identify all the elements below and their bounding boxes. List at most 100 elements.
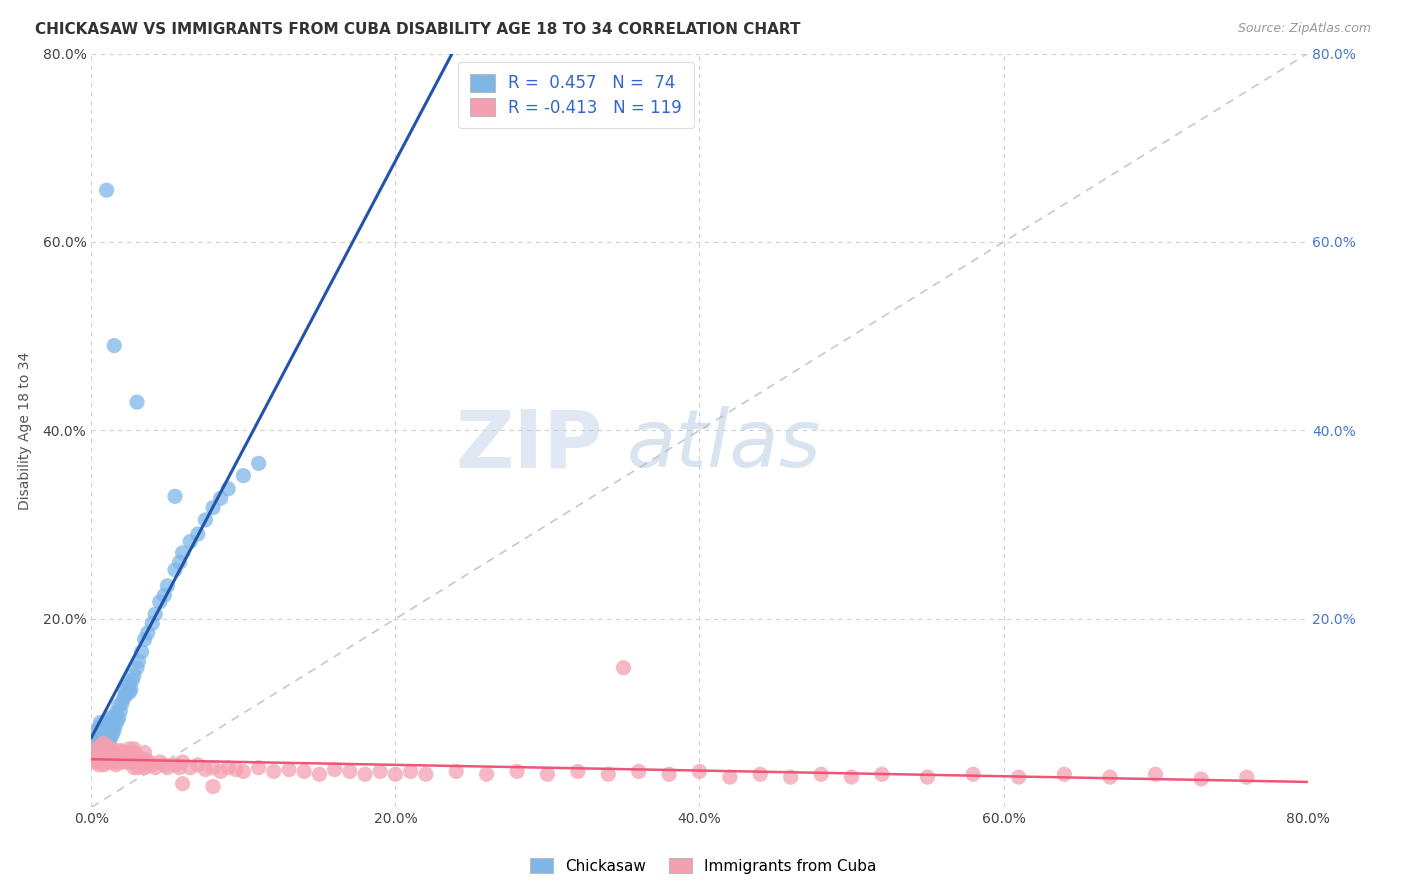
Point <box>89 744 111 758</box>
Point <box>96 746 118 760</box>
Point <box>94 732 117 747</box>
Point <box>810 767 832 781</box>
Point <box>93 717 115 731</box>
Point <box>149 595 172 609</box>
Point <box>103 755 125 769</box>
Point <box>86 734 108 748</box>
Point <box>122 746 145 760</box>
Point <box>125 748 148 763</box>
Point <box>749 767 772 781</box>
Point <box>111 748 134 763</box>
Point <box>163 563 186 577</box>
Point <box>129 751 152 765</box>
Point <box>107 711 129 725</box>
Point <box>132 757 155 772</box>
Point <box>141 616 163 631</box>
Point <box>101 714 124 728</box>
Point <box>115 687 138 701</box>
Text: Source: ZipAtlas.com: Source: ZipAtlas.com <box>1237 22 1371 36</box>
Point <box>98 746 121 760</box>
Point <box>122 742 145 756</box>
Point <box>718 770 741 784</box>
Point <box>114 755 136 769</box>
Point <box>104 706 127 720</box>
Point <box>94 744 117 758</box>
Point <box>292 764 315 779</box>
Point <box>187 527 209 541</box>
Point <box>98 734 121 748</box>
Point <box>179 761 201 775</box>
Point <box>209 764 232 779</box>
Y-axis label: Disability Age 18 to 34: Disability Age 18 to 34 <box>17 351 31 509</box>
Point <box>194 763 217 777</box>
Point <box>115 751 138 765</box>
Point <box>97 751 120 765</box>
Point <box>100 711 122 725</box>
Point <box>86 746 108 760</box>
Point <box>131 645 153 659</box>
Point <box>91 755 114 769</box>
Point <box>128 761 150 775</box>
Point <box>91 746 114 760</box>
Point <box>91 739 114 753</box>
Point <box>475 767 498 781</box>
Point <box>93 739 115 753</box>
Point <box>111 697 134 711</box>
Point <box>112 692 135 706</box>
Point <box>153 588 176 602</box>
Point <box>125 395 148 409</box>
Point <box>135 753 157 767</box>
Point <box>107 698 129 713</box>
Point <box>89 715 111 730</box>
Point <box>98 742 121 756</box>
Point <box>100 730 122 744</box>
Point <box>156 761 179 775</box>
Point <box>105 753 128 767</box>
Point <box>917 770 939 784</box>
Point <box>100 753 122 767</box>
Point <box>870 767 893 781</box>
Point <box>110 751 132 765</box>
Point <box>149 755 172 769</box>
Point <box>103 338 125 352</box>
Point <box>120 753 142 767</box>
Point <box>141 757 163 772</box>
Point <box>96 183 118 197</box>
Point <box>96 739 118 753</box>
Point <box>598 767 620 781</box>
Point <box>232 468 254 483</box>
Point <box>103 746 125 760</box>
Point <box>172 755 194 769</box>
Point <box>94 723 117 737</box>
Point <box>202 780 225 794</box>
Point <box>84 739 107 753</box>
Point <box>104 717 127 731</box>
Point <box>93 730 115 744</box>
Point <box>93 757 115 772</box>
Point <box>96 755 118 769</box>
Point <box>536 767 558 781</box>
Point <box>96 736 118 750</box>
Point <box>136 626 159 640</box>
Point <box>97 730 120 744</box>
Point <box>1008 770 1031 784</box>
Point <box>156 579 179 593</box>
Point <box>172 546 194 560</box>
Point <box>121 673 143 687</box>
Point <box>112 753 135 767</box>
Point <box>169 761 191 775</box>
Point <box>612 661 634 675</box>
Point <box>163 757 186 772</box>
Point <box>1189 772 1212 786</box>
Point <box>103 746 125 760</box>
Point <box>128 654 150 668</box>
Point <box>93 748 115 763</box>
Point <box>567 764 589 779</box>
Legend: R =  0.457   N =  74, R = -0.413   N = 119: R = 0.457 N = 74, R = -0.413 N = 119 <box>458 62 695 128</box>
Point <box>91 724 114 739</box>
Point <box>1236 770 1258 784</box>
Point <box>104 748 127 763</box>
Point <box>118 676 141 690</box>
Point <box>98 723 121 737</box>
Point <box>93 736 115 750</box>
